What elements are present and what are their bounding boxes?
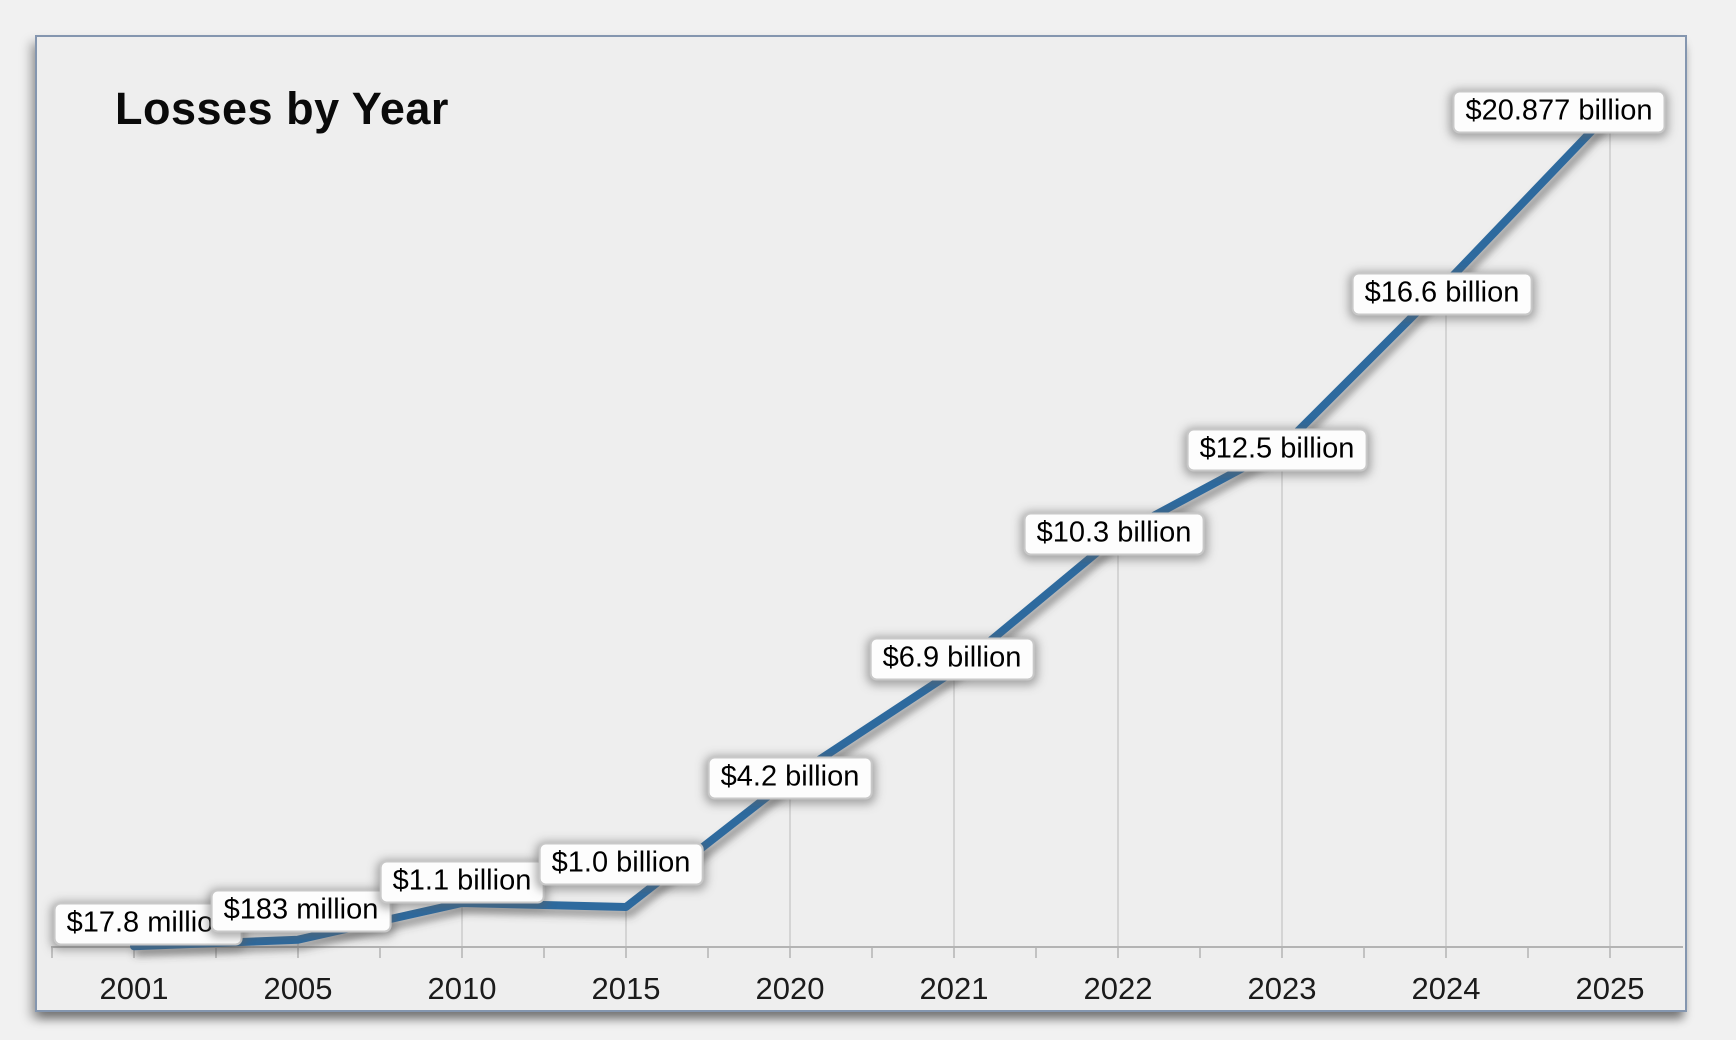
chart-frame: 2001 2005 2010 2015 2020 2021 2022 2023 2024 2025… xyxy=(35,35,1687,1012)
line-chart xyxy=(51,107,1683,958)
series-line-losses xyxy=(130,107,1614,951)
series-group xyxy=(130,107,1614,951)
drop-lines-group xyxy=(133,111,1611,947)
x-axis-group xyxy=(51,946,1683,958)
chart-title: Losses by Year xyxy=(115,83,449,134)
